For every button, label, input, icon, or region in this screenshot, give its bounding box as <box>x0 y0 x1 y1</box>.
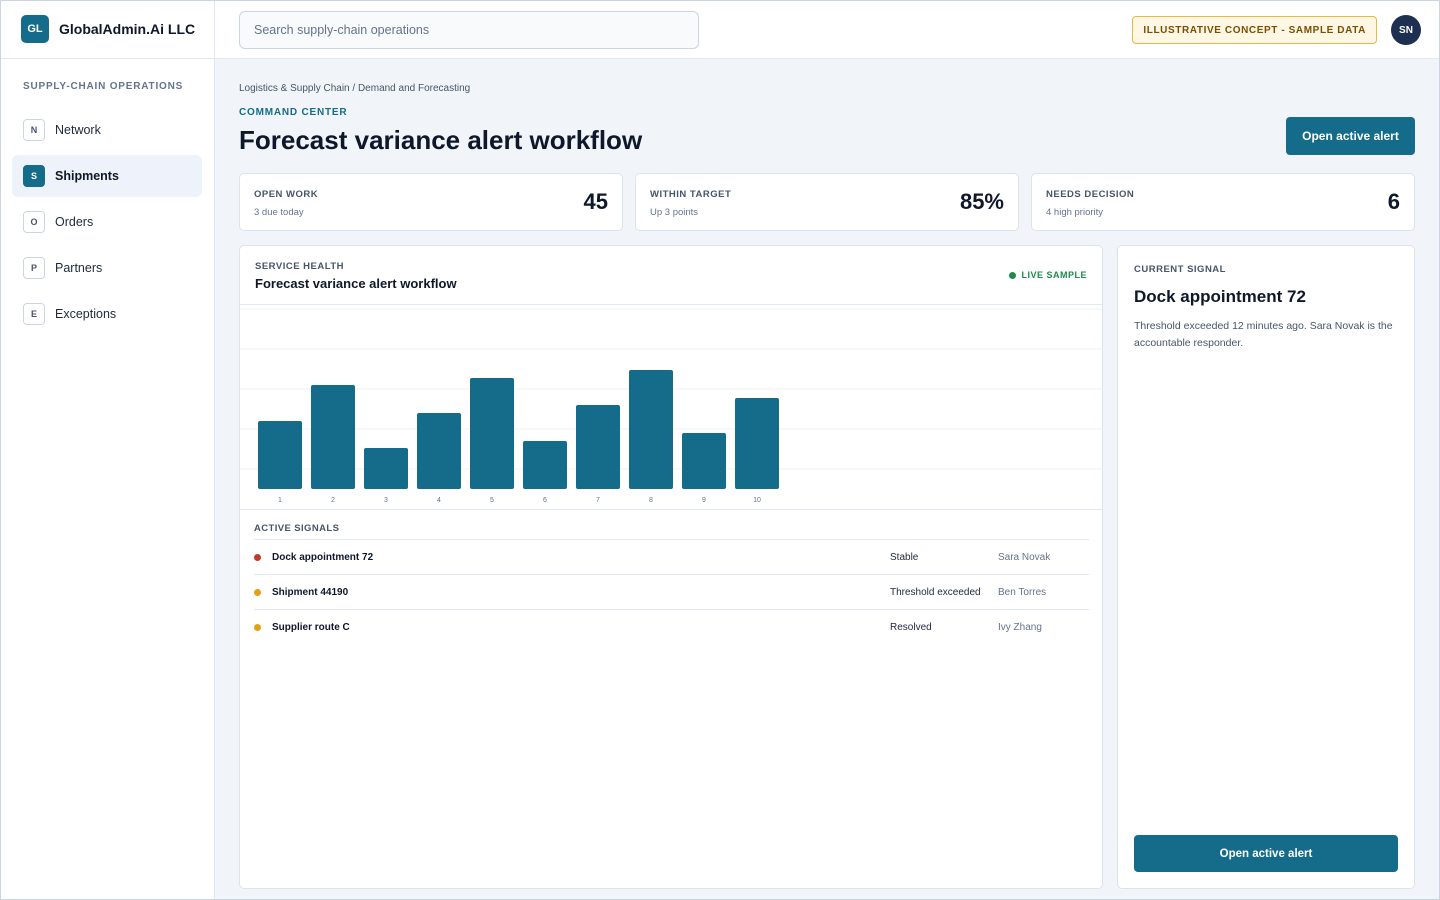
chart-bar[interactable] <box>364 448 408 489</box>
panel-eyebrow: SERVICE HEALTH <box>255 261 344 272</box>
kpi-value: 45 <box>583 189 608 214</box>
sidebar-item-label: Shipments <box>55 169 119 183</box>
chart-bar[interactable] <box>523 441 567 489</box>
x-tick-label: 6 <box>543 497 547 504</box>
x-tick-label: 7 <box>596 497 600 504</box>
kpi-sub: 3 due today <box>254 207 304 218</box>
signal-status: Stable <box>890 551 919 563</box>
breadcrumb[interactable]: Logistics & Supply Chain / Demand and Fo… <box>239 83 471 94</box>
signal-row[interactable]: Supplier route C Resolved Ivy Zhang <box>254 609 1089 644</box>
sidebar-item-exceptions[interactable]: E Exceptions <box>12 293 202 335</box>
signal-name: Dock appointment 72 <box>272 551 374 563</box>
chart-bar[interactable] <box>576 405 620 489</box>
kpi-label: NEEDS DECISION <box>1046 189 1135 200</box>
sidebar-item-label: Exceptions <box>55 307 117 321</box>
divider <box>240 304 1102 305</box>
kpi-value: 85% <box>959 189 1004 214</box>
network-icon: N <box>23 119 45 141</box>
kpi-row: OPEN WORK 3 due today 45 WITHIN TARGET U… <box>239 173 1415 231</box>
sidebar-nav: N Network S Shipments O Orders P Partner… <box>0 109 214 335</box>
x-tick-label: 3 <box>384 497 388 504</box>
kpi-label: OPEN WORK <box>254 189 319 200</box>
signal-owner: Ben Torres <box>998 586 1047 598</box>
open-active-alert-button[interactable]: Open active alert <box>1286 117 1415 155</box>
sidebar-item-orders[interactable]: O Orders <box>12 201 202 243</box>
sidebar-item-label: Orders <box>55 215 94 229</box>
sidebar-item-label: Partners <box>55 261 103 275</box>
page-eyebrow: COMMAND CENTER <box>239 107 348 118</box>
service-health-chart: 1 2 3 4 5 6 7 8 9 10 <box>240 308 1102 504</box>
exceptions-icon: E <box>23 303 45 325</box>
signal-owner: Ivy Zhang <box>998 621 1042 633</box>
chart-bar[interactable] <box>735 398 779 489</box>
chart-bar[interactable] <box>682 433 726 489</box>
signals-list: Dock appointment 72 Stable Sara Novak Sh… <box>254 539 1089 644</box>
current-signal-title: Dock appointment 72 <box>1134 287 1306 306</box>
sidebar-item-partners[interactable]: P Partners <box>12 247 202 289</box>
sidebar-item-label: Network <box>55 123 101 137</box>
kpi-needs-decision: NEEDS DECISION 4 high priority 6 <box>1031 173 1415 231</box>
live-sample-indicator: LIVE SAMPLE <box>1009 270 1087 280</box>
brand-logo: GL <box>21 15 49 43</box>
x-tick-label: 4 <box>437 497 441 504</box>
x-tick-label: 2 <box>331 497 335 504</box>
sample-data-badge: ILLUSTRATIVE CONCEPT - SAMPLE DATA <box>1132 16 1377 44</box>
service-health-panel: SERVICE HEALTH Forecast variance alert w… <box>239 245 1103 889</box>
current-signal-card: CURRENT SIGNAL Dock appointment 72 Thres… <box>1117 245 1415 889</box>
kpi-sub: Up 3 points <box>650 207 699 218</box>
shipments-icon: S <box>23 165 45 187</box>
x-tick-label: 1 <box>278 497 282 504</box>
signal-status: Threshold exceeded <box>890 586 981 598</box>
x-tick-label: 9 <box>702 497 706 504</box>
side-eyebrow: CURRENT SIGNAL <box>1134 264 1226 275</box>
current-signal-description: Threshold exceeded 12 minutes ago. Sara … <box>1134 320 1393 349</box>
avatar[interactable]: SN <box>1391 15 1421 45</box>
sidebar-item-network[interactable]: N Network <box>12 109 202 151</box>
brand[interactable]: GL GlobalAdmin.Ai LLC <box>0 0 214 59</box>
chart-bar[interactable] <box>258 421 302 489</box>
page-title: Forecast variance alert workflow <box>239 125 643 155</box>
x-tick-label: 5 <box>490 497 494 504</box>
x-tick-label: 8 <box>649 497 653 504</box>
sidebar-item-shipments[interactable]: S Shipments <box>12 155 202 197</box>
chart-bar[interactable] <box>629 370 673 489</box>
partners-icon: P <box>23 257 45 279</box>
nav-heading: SUPPLY-CHAIN OPERATIONS <box>23 81 184 92</box>
signals-heading: ACTIVE SIGNALS <box>254 523 340 534</box>
signal-name: Supplier route C <box>272 621 350 633</box>
brand-name: GlobalAdmin.Ai LLC <box>59 21 196 37</box>
divider <box>240 509 1102 510</box>
signal-owner: Sara Novak <box>998 551 1051 563</box>
orders-icon: O <box>23 211 45 233</box>
chart-bar[interactable] <box>311 385 355 489</box>
live-dot-icon <box>1009 271 1017 279</box>
status-dot-icon <box>254 553 261 561</box>
chart-bar[interactable] <box>417 413 461 489</box>
panel-title: Forecast variance alert workflow <box>255 276 457 291</box>
signal-row[interactable]: Shipment 44190 Threshold exceeded Ben To… <box>254 574 1089 609</box>
search-input[interactable] <box>254 23 698 37</box>
sidebar: GL GlobalAdmin.Ai LLC SUPPLY-CHAIN OPERA… <box>0 0 215 900</box>
status-dot-icon <box>254 623 261 631</box>
status-dot-icon <box>254 588 261 596</box>
kpi-sub: 4 high priority <box>1046 207 1104 218</box>
main-content: Logistics & Supply Chain / Demand and Fo… <box>239 59 1415 900</box>
kpi-value: 6 <box>1387 189 1400 214</box>
live-label: LIVE SAMPLE <box>1021 270 1087 280</box>
kpi-open-work: OPEN WORK 3 due today 45 <box>239 173 623 231</box>
signal-status: Resolved <box>890 621 932 633</box>
search-box[interactable] <box>239 11 699 49</box>
signal-name: Shipment 44190 <box>272 586 349 598</box>
x-tick-label: 10 <box>753 497 761 504</box>
kpi-within-target: WITHIN TARGET Up 3 points 85% <box>635 173 1019 231</box>
kpi-label: WITHIN TARGET <box>650 189 732 200</box>
chart-bar[interactable] <box>470 378 514 489</box>
open-active-alert-button[interactable]: Open active alert <box>1134 835 1398 872</box>
topbar: ILLUSTRATIVE CONCEPT - SAMPLE DATA SN <box>215 0 1440 59</box>
signal-row[interactable]: Dock appointment 72 Stable Sara Novak <box>254 539 1089 574</box>
